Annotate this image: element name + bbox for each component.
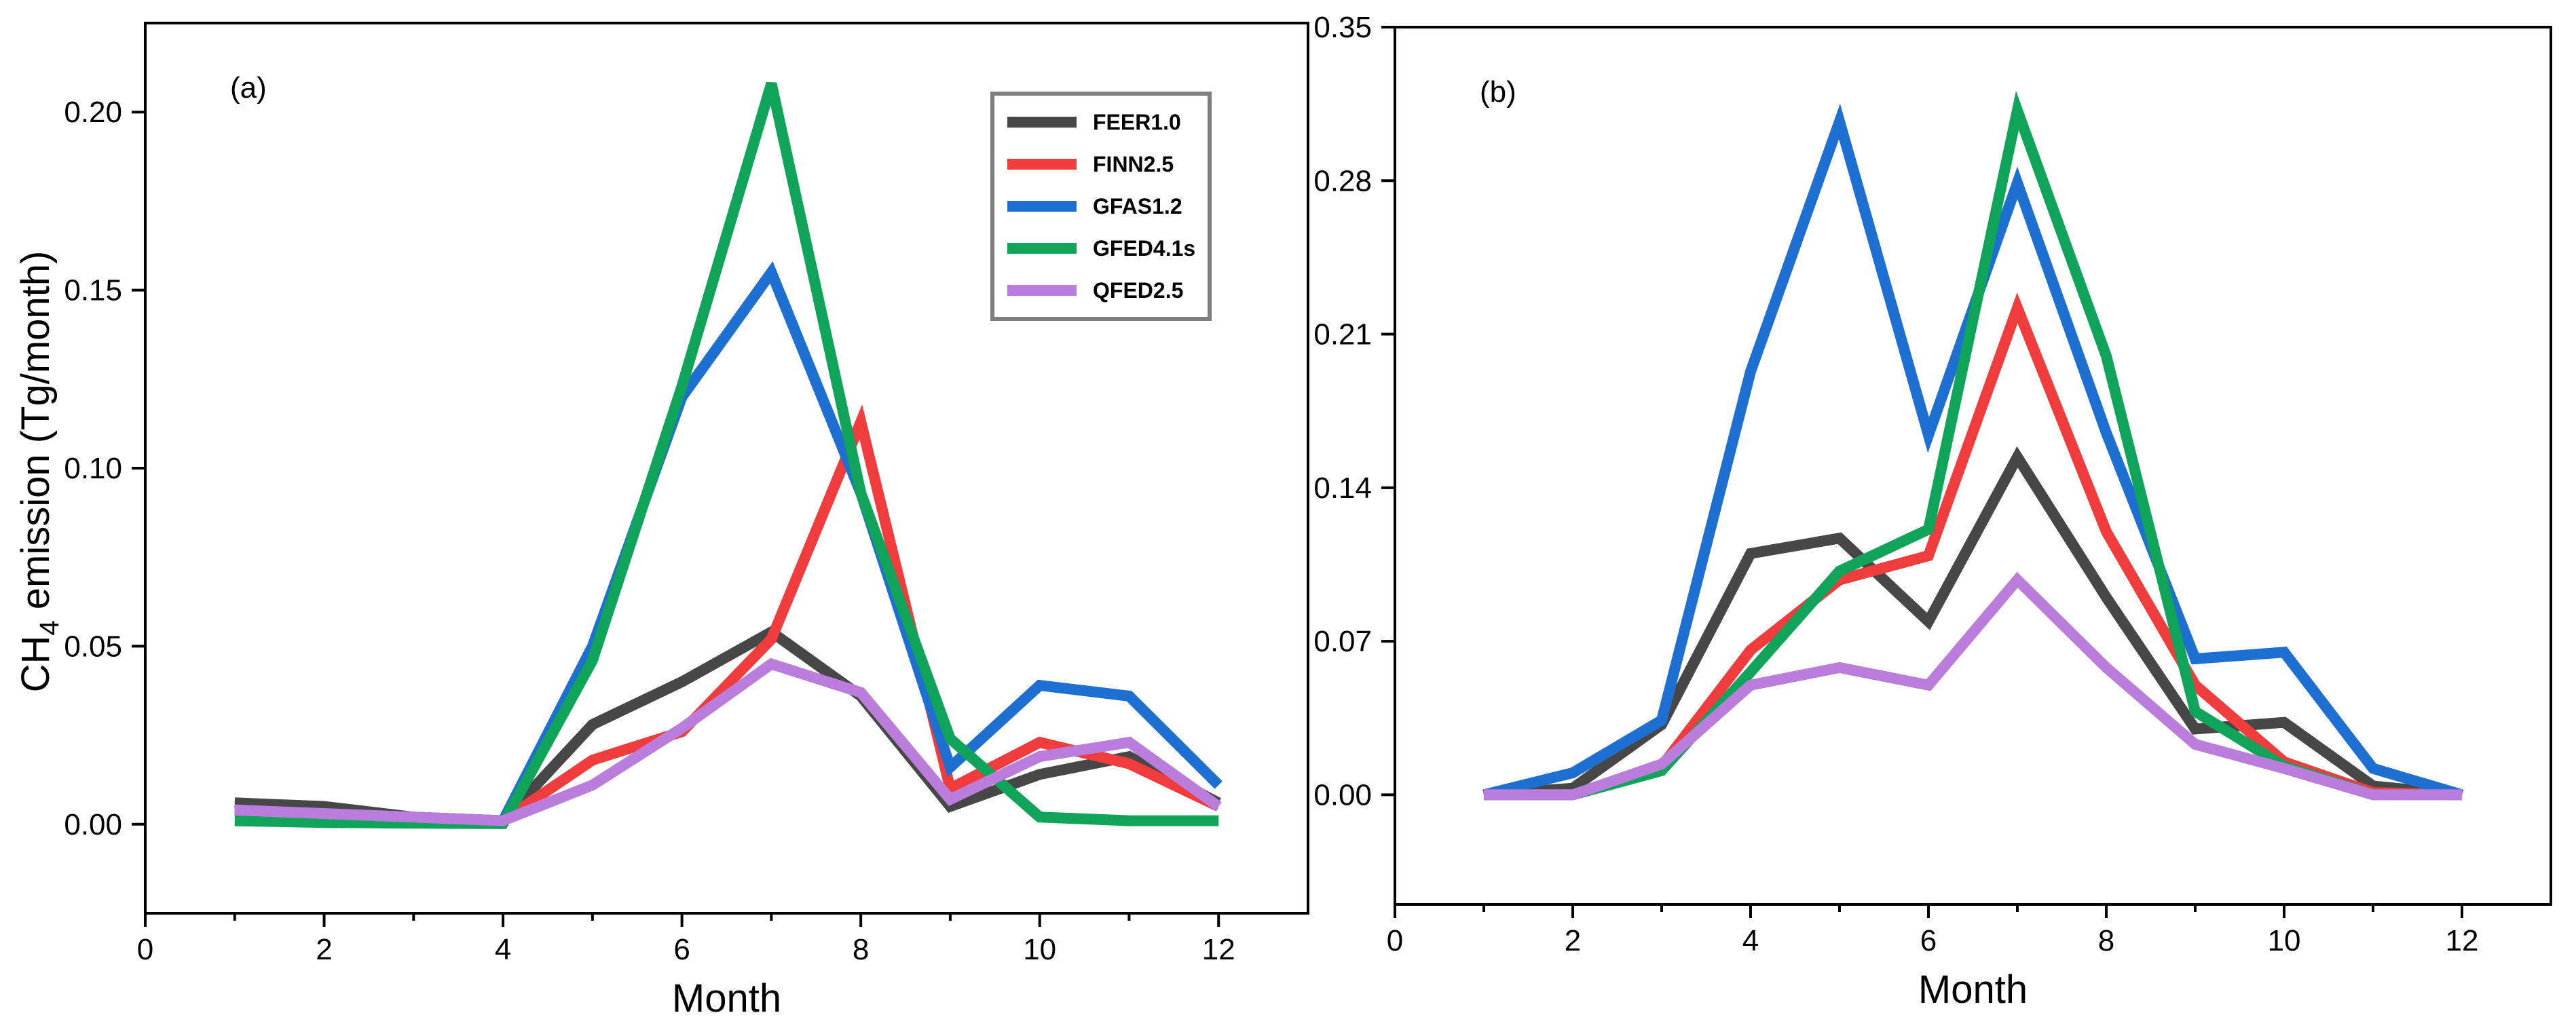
panel-a-label: (a): [230, 71, 267, 104]
panel-a-series-line-qfed25: [234, 657, 1222, 826]
panel-b-y-tick-label: 0.21: [1313, 318, 1372, 351]
panel-a-y-tick-label: 0.10: [64, 452, 122, 485]
ylabel-prefix: CH: [14, 636, 58, 693]
legend-label-gfed41s: GFED4.1s: [1093, 236, 1195, 261]
panel-a-y-tick-label: 0.05: [64, 630, 122, 663]
legend: FEER1.0 FINN2.5 GFAS1.2 GFED4.1s QFED2.5: [990, 92, 1212, 321]
panel-a-x-tick-label: 8: [853, 933, 869, 966]
panel-a-y-tick-label: 0.00: [64, 808, 122, 841]
panel-b-x-tick-label: 8: [2098, 924, 2114, 957]
ylabel-subscript: 4: [35, 620, 64, 635]
panel-a-x-tick-label: 2: [316, 933, 332, 966]
panel-b-y-tick-label: 0.28: [1313, 164, 1372, 197]
panel-b-x-axis-title: Month: [1918, 968, 2028, 1012]
svg-text:CH4 emission (Tg/month): CH4 emission (Tg/month): [14, 251, 64, 693]
legend-label-finn25: FINN2.5: [1093, 152, 1174, 176]
panel-a-x-tick-label: 12: [1202, 933, 1235, 966]
panel-b-x-tick-label: 0: [1387, 924, 1403, 957]
panel-b-plot-frame: [1394, 26, 2552, 906]
legend-label-qfed25: QFED2.5: [1093, 278, 1183, 303]
panel-a-x-tick-label: 6: [673, 933, 690, 966]
panel-a-chart: 0 2 4 6 8 10 12 0.00 0.05 0.10 0.15 0.20 Month (a) FEE…: [64, 22, 1309, 1020]
panel-b-label: (b): [1480, 75, 1516, 109]
panel-a-y-axis-title: CH4 emission (Tg/month): [14, 251, 64, 693]
panel-a-y-tick-label: 0.20: [64, 96, 122, 129]
panel-b-chart: 0 2 4 6 8 10 12 0.00 0.07 0.14 0.21 0.28 0.35 Month (b…: [1313, 11, 2552, 1012]
panel-b-x-tick-label: 10: [2268, 924, 2301, 957]
panel-a-x-axis-title: Month: [672, 976, 781, 1020]
panel-b-series-line-qfed25: [1484, 571, 2462, 801]
legend-label-gfas12: GFAS1.2: [1093, 194, 1182, 218]
panel-b-y-tick-label: 0.00: [1313, 778, 1372, 811]
panel-b-y-tick-label: 0.07: [1313, 625, 1372, 658]
panel-b-y-tick-label: 0.35: [1313, 11, 1372, 44]
panel-b-y-tick-label: 0.14: [1313, 472, 1372, 505]
ylabel-suffix: emission (Tg/month): [14, 251, 58, 621]
panel-b-x-tick-label: 6: [1920, 924, 1937, 957]
panel-a-series-line-gfed41s: [234, 81, 1219, 829]
panel-b-x-tick-label: 2: [1565, 924, 1581, 957]
panel-b-x-tick-label: 4: [1742, 924, 1759, 957]
panel-a-x-tick-label: 0: [137, 933, 153, 966]
panel-b-x-tick-label: 12: [2446, 924, 2479, 957]
panel-a-y-tick-label: 0.15: [64, 274, 122, 307]
legend-label-feer10: FEER1.0: [1093, 110, 1181, 134]
panel-a-x-tick-label: 10: [1023, 933, 1056, 966]
panel-a-x-tick-label: 4: [495, 933, 511, 966]
